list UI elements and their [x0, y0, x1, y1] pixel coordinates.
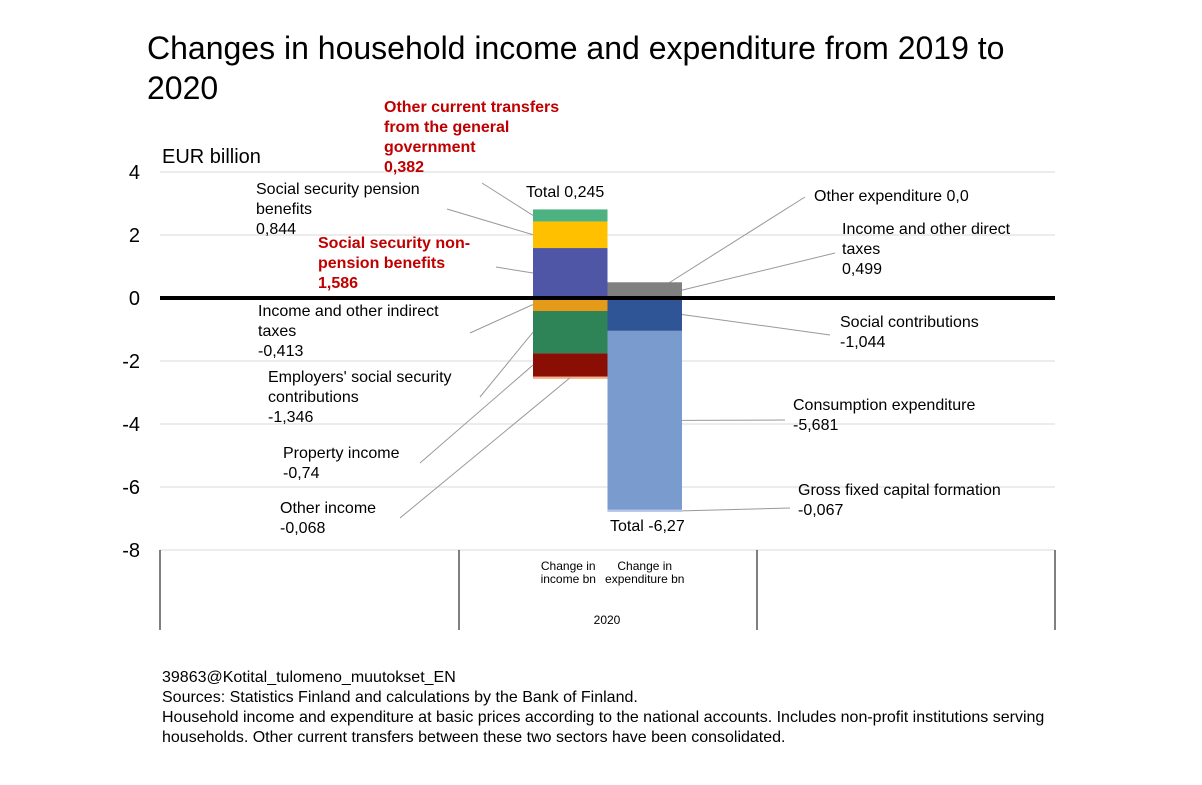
bar-segment: [533, 298, 608, 312]
value-label: 0,499: [842, 261, 883, 278]
series-name: Employers' social security contributions: [268, 369, 452, 406]
series-name: Property income: [283, 445, 400, 462]
leader-line: [479, 331, 534, 398]
value-label: 0,0: [946, 188, 969, 205]
y-tick-label: -8: [122, 540, 140, 562]
leader-line: [481, 182, 534, 216]
leader-line: [419, 364, 534, 464]
data-label: Income and other indirect taxes -0,413: [258, 302, 478, 362]
value-label: -0,413: [258, 343, 304, 360]
bar-segment: [607, 282, 682, 298]
bar-segment: [533, 209, 608, 222]
y-axis-label: EUR billion: [162, 146, 261, 168]
bar-segment: [533, 248, 608, 298]
total-label: Total 0,245: [526, 184, 605, 202]
series-name: Income and other indirect taxes: [258, 303, 439, 340]
value-label: -1,044: [840, 334, 886, 351]
y-tick-label: -4: [122, 414, 140, 436]
value-label: 0,844: [256, 221, 297, 238]
series-name: Other income: [280, 500, 377, 517]
leader-line: [644, 196, 806, 299]
leader-line: [469, 304, 534, 334]
series-name: Social contributions: [840, 314, 979, 331]
data-label: Other current transfers from the general…: [384, 98, 594, 178]
note: Sources: Statistics Finland and calculat…: [162, 689, 638, 706]
bar-segment: [533, 376, 608, 379]
x-tick-label: Change in income bn: [540, 559, 596, 586]
data-label: Other expenditure 0,0: [814, 187, 1064, 207]
notes: 39863@Kotital_tulomeno_muutokset_EN Sour…: [162, 668, 1052, 748]
data-label: Other income -0,068: [280, 499, 430, 539]
value-label: -0,067: [798, 502, 844, 519]
data-label: Consumption expenditure -5,681: [793, 396, 1023, 436]
series-name: Consumption expenditure: [793, 397, 976, 414]
series-name: Social security non-pension benefits: [318, 235, 471, 272]
y-tick-label: 4: [129, 162, 140, 184]
bar-segment: [607, 298, 682, 331]
leader-line: [681, 313, 831, 336]
y-tick-label: -2: [122, 351, 140, 373]
y-tick-label: 0: [129, 288, 140, 310]
data-label: Income and other direct taxes 0,499: [842, 220, 1032, 280]
data-label: Gross fixed capital formation -0,067: [798, 481, 1048, 521]
x-tick-label: Change in expenditure bn: [605, 559, 685, 586]
leader-line: [681, 507, 791, 512]
note: Household income and expenditure at basi…: [162, 709, 1045, 746]
leader-line: [446, 208, 534, 236]
value-label: -5,681: [793, 417, 839, 434]
series-name: Gross fixed capital formation: [798, 482, 1001, 499]
bar-segment: [533, 353, 608, 377]
note: 39863@Kotital_tulomeno_muutokset_EN: [162, 669, 456, 686]
total-label: Total -6,27: [610, 517, 685, 535]
bar-segment: [533, 221, 608, 249]
leader-line: [399, 377, 571, 519]
series-name: Income and other direct taxes: [842, 221, 1011, 258]
value-label: -0,068: [280, 520, 326, 537]
data-label: Social contributions -1,044: [840, 313, 1040, 353]
chart-title: Changes in household income and expendit…: [147, 30, 1005, 106]
bar-segment: [607, 330, 682, 510]
value-label: -0,74: [283, 465, 320, 482]
value-label: -1,346: [268, 409, 314, 426]
leader-line: [681, 252, 836, 291]
bar-segment: [607, 509, 682, 512]
series-name: Social security pension benefits: [256, 181, 420, 218]
data-label: Property income -0,74: [283, 444, 433, 484]
value-label: 1,586: [318, 275, 359, 292]
bar-segment: [533, 311, 608, 354]
series-name: Other current transfers from the general…: [384, 99, 560, 156]
data-label: Social security non-pension benefits 1,58…: [318, 234, 508, 294]
series-name: Other expenditure: [814, 188, 943, 205]
group-label: 2020: [593, 613, 621, 627]
y-tick-label: -6: [122, 477, 140, 499]
value-label: 0,382: [384, 159, 425, 176]
data-label: Employers' social security contributions…: [268, 368, 488, 428]
y-tick-label: 2: [129, 225, 140, 247]
data-label: Social security pension benefits 0,844: [256, 180, 456, 240]
leader-line: [495, 266, 534, 274]
